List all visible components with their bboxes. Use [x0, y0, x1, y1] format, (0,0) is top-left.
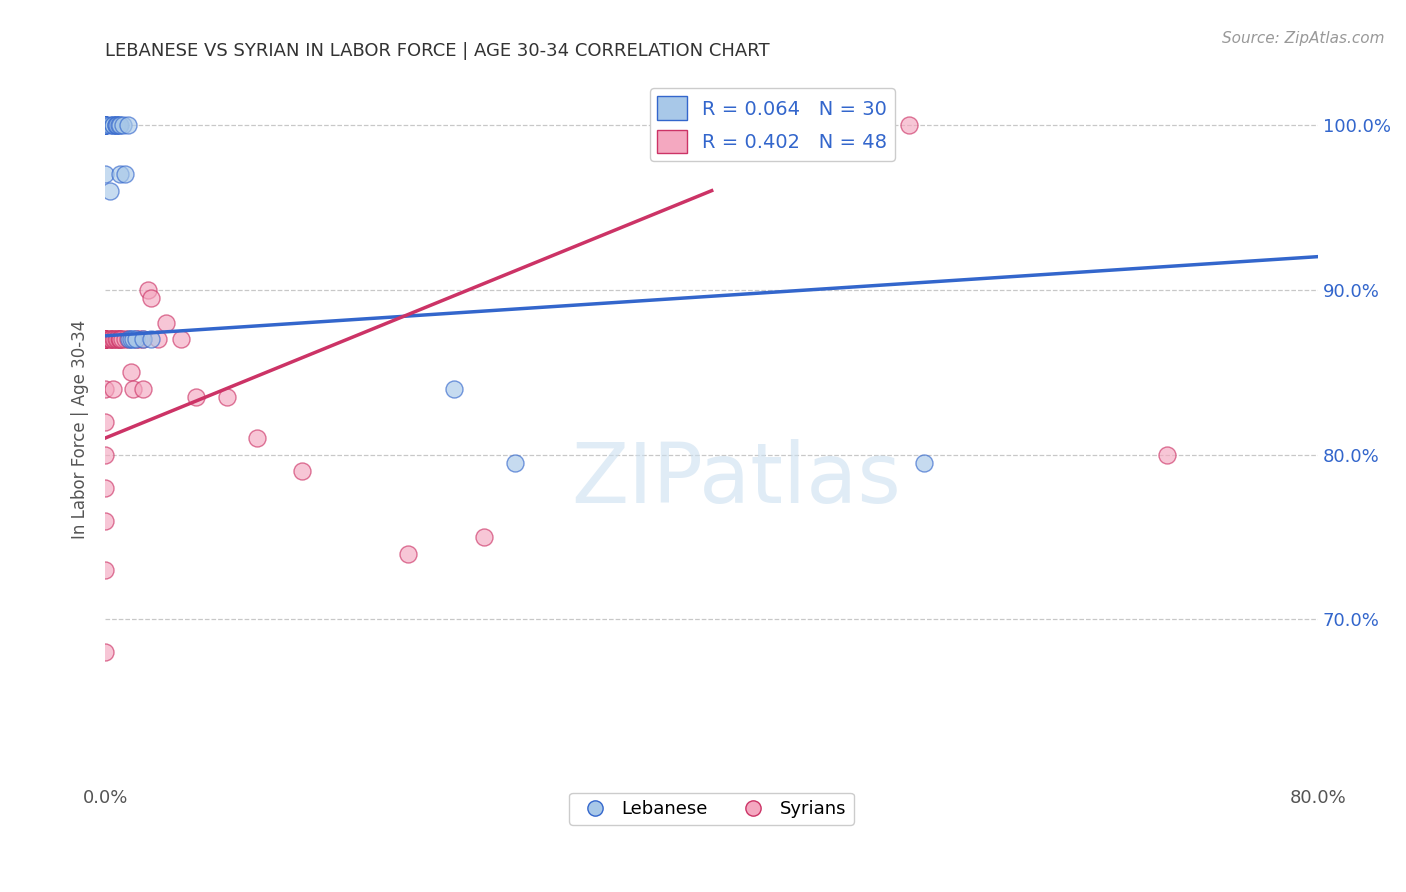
Point — [120, 332, 142, 346]
Point — [94, 118, 117, 132]
Point — [94, 332, 117, 346]
Point — [94, 415, 117, 429]
Point — [94, 118, 117, 132]
Point — [94, 514, 117, 528]
Point — [101, 118, 124, 132]
Point — [98, 332, 121, 346]
Point — [94, 118, 117, 132]
Legend: Lebanese, Syrians: Lebanese, Syrians — [569, 793, 853, 825]
Point — [100, 332, 122, 346]
Point — [128, 332, 150, 346]
Point — [118, 332, 141, 346]
Point — [94, 332, 117, 346]
Point — [94, 332, 117, 346]
Point — [912, 456, 935, 470]
Point — [139, 291, 162, 305]
Point — [1156, 448, 1178, 462]
Point — [110, 332, 132, 346]
Point — [94, 332, 117, 346]
Point — [98, 332, 121, 346]
Point — [472, 530, 495, 544]
Point — [101, 382, 124, 396]
Point — [105, 332, 128, 346]
Point — [94, 332, 117, 346]
Point — [94, 167, 117, 181]
Point — [120, 365, 142, 379]
Point — [94, 563, 117, 577]
Point — [104, 118, 127, 132]
Point — [246, 431, 269, 445]
Point — [94, 332, 117, 346]
Point — [155, 316, 177, 330]
Point — [121, 382, 143, 396]
Point — [94, 118, 117, 132]
Point — [398, 547, 420, 561]
Point — [110, 167, 132, 181]
Point — [897, 118, 920, 132]
Point — [94, 645, 117, 659]
Point — [121, 332, 143, 346]
Point — [94, 382, 117, 396]
Point — [132, 332, 155, 346]
Point — [124, 332, 146, 346]
Point — [443, 382, 465, 396]
Point — [139, 332, 162, 346]
Point — [117, 332, 139, 346]
Point — [98, 118, 121, 132]
Point — [94, 448, 117, 462]
Point — [94, 118, 117, 132]
Point — [117, 118, 139, 132]
Point — [94, 118, 117, 132]
Point — [114, 167, 136, 181]
Point — [136, 283, 159, 297]
Text: ZIPatlas: ZIPatlas — [571, 439, 901, 520]
Point — [186, 390, 208, 404]
Point — [110, 332, 132, 346]
Point — [132, 382, 155, 396]
Point — [132, 332, 155, 346]
Point — [103, 332, 125, 346]
Point — [124, 332, 146, 346]
Point — [98, 184, 121, 198]
Point — [104, 332, 127, 346]
Point — [148, 332, 170, 346]
Text: LEBANESE VS SYRIAN IN LABOR FORCE | AGE 30-34 CORRELATION CHART: LEBANESE VS SYRIAN IN LABOR FORCE | AGE … — [105, 42, 770, 60]
Point — [291, 464, 314, 478]
Point — [108, 118, 131, 132]
Point — [101, 332, 124, 346]
Point — [503, 456, 526, 470]
Y-axis label: In Labor Force | Age 30-34: In Labor Force | Age 30-34 — [72, 320, 89, 540]
Point — [94, 332, 117, 346]
Point — [110, 118, 132, 132]
Point — [111, 332, 134, 346]
Point — [112, 118, 135, 132]
Point — [94, 481, 117, 495]
Point — [105, 118, 128, 132]
Point — [101, 118, 124, 132]
Point — [114, 332, 136, 346]
Point — [108, 332, 131, 346]
Point — [215, 390, 238, 404]
Point — [104, 118, 127, 132]
Point — [170, 332, 193, 346]
Point — [94, 118, 117, 132]
Text: Source: ZipAtlas.com: Source: ZipAtlas.com — [1222, 31, 1385, 46]
Point — [94, 332, 117, 346]
